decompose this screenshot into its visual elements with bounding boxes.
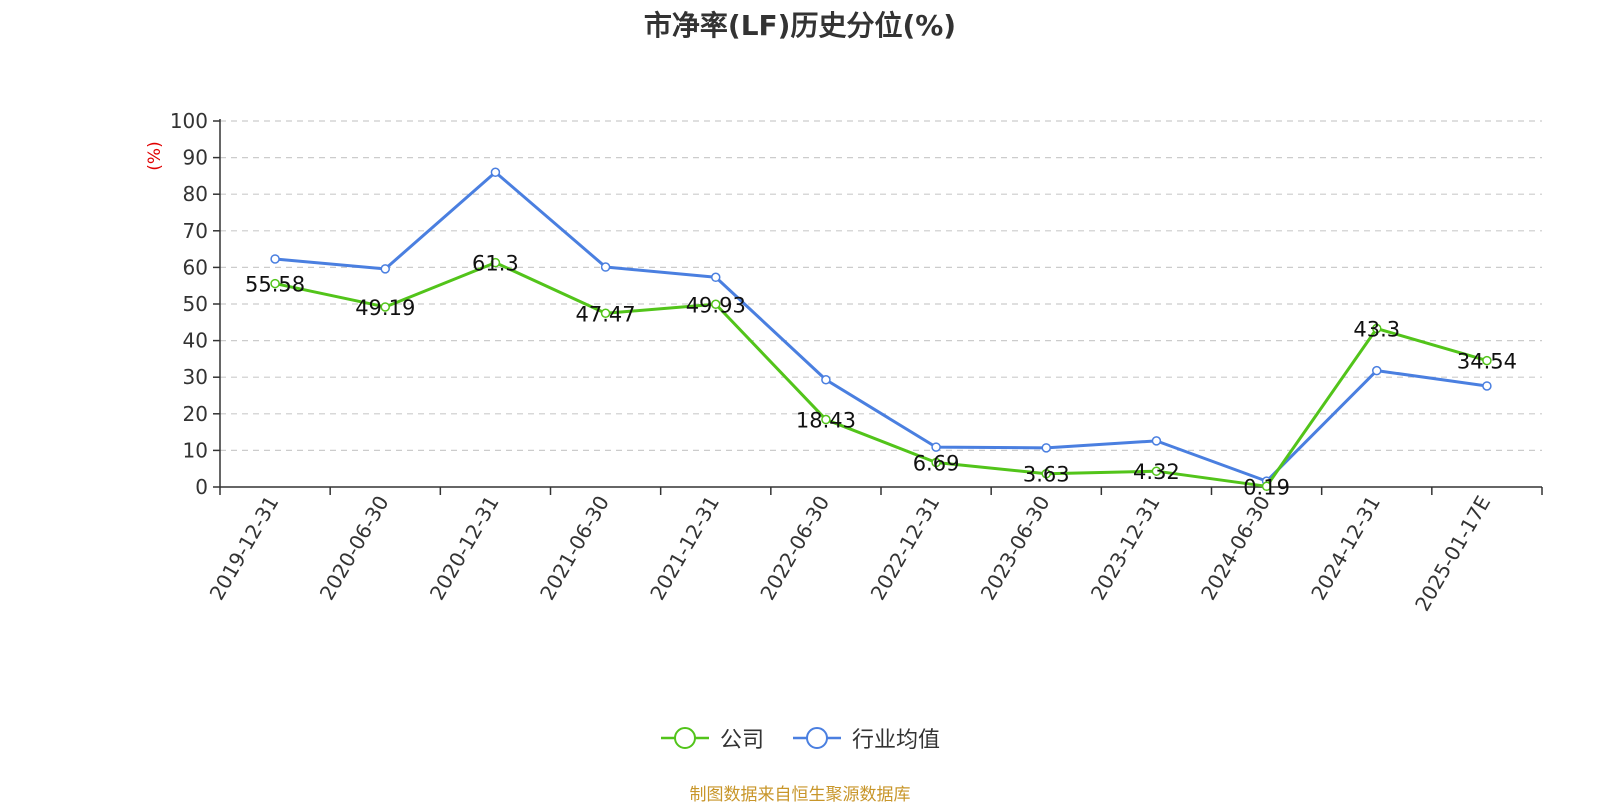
x-tick-label: 2024-12-31 [1306,492,1385,605]
data-point-company [270,278,280,289]
series-line-company [274,261,1488,488]
y-tick-label: 90 [183,146,208,170]
data-label-company: 0.19 [1243,475,1290,499]
y-tick-label: 60 [183,255,208,279]
source-note: 制图数据来自恒生聚源数据库 [689,785,911,805]
y-tick-label: 30 [183,365,208,389]
y-tick-label: 20 [183,402,208,426]
data-point-company [1041,468,1051,479]
data-label-company: 49.19 [355,296,415,320]
legend-company-label: 公司 [719,728,764,753]
data-label-company: 47.47 [576,302,636,326]
x-tick-label: 2020-12-31 [425,491,504,604]
data-point-company [1261,481,1272,492]
series-line-industry-average [274,170,1488,483]
data-label-company: 49.93 [686,293,746,317]
data-point-company [1372,323,1382,334]
legend-item-industry-average[interactable]: 行业均值 [792,722,940,754]
x-tick-label: 2020-06-30 [315,492,394,605]
data-label-company: 6.69 [913,452,960,476]
data-point-company [821,414,831,425]
data-point-company [931,457,941,468]
data-point-industry-average [1041,443,1051,453]
y-tick-label: 0 [195,475,208,499]
data-point-industry-average [380,264,390,274]
y-tick-label: 10 [183,438,208,462]
x-tick-label: 2023-12-31 [1086,492,1165,605]
data-point-company [490,257,501,268]
data-point-industry-average [931,442,941,452]
grid-lines [220,120,1542,451]
x-tick-label: 2021-12-31 [645,492,724,605]
chart-title: 市净率(LF)历史分位(%) [643,9,957,42]
data-point-company [1482,355,1492,366]
data-point-industry-average [270,254,280,264]
legend-company-swatch-icon [660,727,709,749]
data-label-company: 43.3 [1353,318,1400,342]
legend: 公司 行业均值 [0,718,1600,758]
x-tick-label: 2024-06-30 [1196,492,1275,605]
x-tick-label: 2022-06-30 [755,492,834,605]
legend-industry-swatch-icon [793,727,841,749]
data-point-company [380,302,390,312]
data-label-company: 55.58 [245,273,305,297]
x-tick-label: 2021-06-30 [535,492,614,605]
data-point-industry-average [490,167,501,177]
data-label-company: 18.43 [796,409,856,433]
y-axis-label: (%) [145,141,165,170]
data-point-company [600,308,611,319]
data-label-company: 3.63 [1023,463,1070,487]
axes [213,119,1543,495]
data-point-industry-average [711,272,721,283]
data-point-industry-average [1482,381,1492,391]
data-labels: 55.58 49.19 61.3 47.47 49.93 18.43 6.69 3.63 4.3… [245,252,1517,500]
y-tick-labels: 0 10 20 30 40 50 60 70 80 90 100 [170,109,208,499]
data-point-industry-average [1151,436,1162,446]
data-point-company [711,299,721,310]
data-point-industry-average [600,262,611,272]
legend-industry-label: 行业均值 [852,728,941,753]
y-tick-label: 80 [183,182,208,206]
x-tick-label: 2019-12-31 [205,492,284,605]
data-label-company: 4.32 [1133,460,1180,484]
legend-item-company[interactable]: 公司 [660,722,764,754]
x-tick-label: 2025-01-17E [1410,492,1495,616]
y-tick-label: 50 [183,292,208,316]
data-point-industry-average [1372,365,1382,376]
x-tick-label: 2023-06-30 [976,492,1055,605]
series-lines [270,167,1492,492]
data-point-company [1151,466,1162,476]
data-point-industry-average [821,375,831,385]
data-label-company: 34.54 [1457,350,1517,374]
y-tick-label: 70 [183,219,208,243]
x-tick-labels: 2019-12-31 2020-06-30 2020-12-31 2021-06-30… [205,491,1496,615]
x-tick-label: 2022-12-31 [866,491,945,604]
data-label-company: 61.3 [472,252,519,276]
y-tick-label: 40 [183,329,208,353]
y-tick-label: 100 [170,109,208,133]
